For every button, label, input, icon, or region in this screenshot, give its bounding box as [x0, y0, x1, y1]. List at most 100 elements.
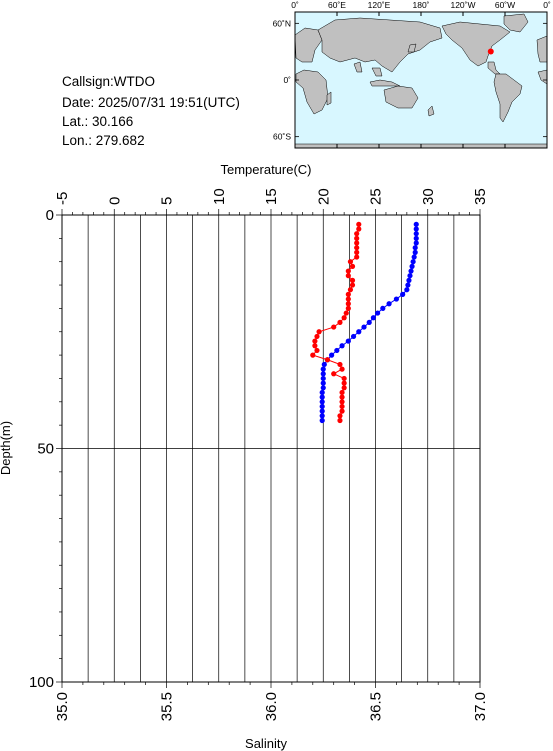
- salinity-point: [339, 389, 345, 396]
- salinity-point: [343, 310, 349, 316]
- salinity-point: [349, 277, 356, 283]
- temperature-point: [406, 277, 412, 283]
- temperature-tick-label: 10: [211, 188, 228, 205]
- temperature-tick-label: 15: [263, 188, 280, 205]
- salinity-point: [310, 352, 316, 358]
- temperature-point: [350, 333, 357, 340]
- depth-tick-label: 50: [37, 441, 54, 458]
- salinity-point: [345, 296, 351, 302]
- salinity-tick-label: 35.5: [159, 692, 176, 721]
- salinity-point: [354, 231, 360, 237]
- depth-tick-label: 100: [29, 674, 54, 691]
- temperature-point: [380, 305, 386, 311]
- salinity-point: [345, 301, 351, 307]
- temperature-point: [319, 399, 325, 405]
- temperature-point: [404, 287, 410, 293]
- salinity-point: [339, 394, 345, 400]
- salinity-point: [354, 254, 360, 260]
- salinity-point: [331, 324, 337, 330]
- temperature-tick-label: 0: [106, 197, 123, 205]
- temperature-tick-label: 25: [368, 188, 385, 205]
- salinity-point: [339, 408, 345, 414]
- temperature-point: [407, 273, 413, 279]
- salinity-point: [354, 245, 360, 251]
- temperature-point: [411, 254, 417, 260]
- salinity-point: [349, 282, 356, 288]
- top-axis-title: Temperature(C): [220, 162, 311, 177]
- temperature-point: [374, 310, 381, 316]
- temperature-point: [356, 329, 362, 335]
- temperature-point: [320, 380, 326, 386]
- series-layer: [310, 221, 419, 424]
- temperature-point: [319, 417, 325, 424]
- date-text: Date: 2025/07/31 19:51(UTC): [62, 95, 240, 110]
- map-lon-label: 180˚: [412, 0, 429, 10]
- salinity-point: [347, 287, 354, 293]
- salinity-point: [324, 357, 331, 363]
- temperature-point: [319, 394, 325, 400]
- map-lon-label: 120˚E: [368, 0, 391, 10]
- temperature-point: [393, 296, 399, 302]
- temperature-tick-label: 5: [159, 197, 176, 205]
- temperature-point: [320, 366, 326, 372]
- salinity-point: [354, 235, 360, 241]
- temperature-point: [413, 240, 419, 246]
- temperature-point: [413, 226, 419, 232]
- temperature-tick-label: -5: [54, 192, 71, 205]
- salinity-point: [314, 347, 320, 354]
- temperature-point: [413, 221, 419, 227]
- salinity-point: [339, 399, 345, 405]
- temperature-point: [413, 235, 419, 241]
- salinity-tick-label: 35.0: [54, 692, 71, 721]
- salinity-point: [345, 273, 351, 279]
- salinity-point: [341, 315, 347, 321]
- temperature-point: [319, 413, 325, 419]
- map-longitude-labels: 0˚ 60˚E 120˚E 180˚ 120˚W 60˚W 0˚: [291, 0, 551, 10]
- temperature-tick-label: 20: [315, 188, 332, 205]
- y-axis-title: Depth(m): [0, 421, 13, 475]
- station-marker: [487, 48, 494, 55]
- salinity-tick-label: 36.5: [368, 692, 385, 721]
- temperature-point: [361, 324, 367, 330]
- map-lon-label: 120˚W: [450, 0, 475, 10]
- salinity-point: [337, 417, 343, 424]
- location-map: 0˚ 60˚E 120˚E 180˚ 120˚W 60˚W 0˚ 60˚N0˚60˚S: [273, 0, 551, 149]
- temperature-point: [386, 301, 392, 307]
- salinity-point: [341, 375, 347, 382]
- map-lat-label: 0˚: [283, 75, 291, 85]
- temperature-point: [320, 375, 326, 382]
- salinity-point: [339, 366, 345, 372]
- temperature-point: [345, 338, 351, 344]
- salinity-tick-label: 36.0: [263, 692, 280, 721]
- map-lon-label: 60˚W: [495, 0, 515, 10]
- plot-frame: [61, 214, 481, 683]
- temperature-point: [329, 352, 335, 358]
- temperature-point: [319, 389, 325, 396]
- temperature-point: [319, 408, 325, 414]
- map-lat-label: 60˚N: [273, 18, 291, 28]
- map-lon-label: 0˚: [291, 0, 299, 10]
- temperature-point: [408, 268, 414, 274]
- temperature-point: [366, 319, 372, 326]
- salinity-point: [345, 291, 351, 297]
- salinity-point: [331, 371, 337, 377]
- temperature-point: [334, 347, 340, 354]
- map-lat-label: 60˚S: [273, 132, 291, 142]
- temperature-point: [412, 245, 418, 251]
- temperature-tick-label: 35: [472, 188, 489, 205]
- salinity-point: [354, 249, 360, 255]
- temperature-point: [405, 282, 411, 288]
- salinity-point: [312, 343, 318, 349]
- temperature-point: [400, 291, 406, 297]
- salinity-point: [341, 385, 347, 391]
- salinity-tick-label: 37.0: [472, 692, 489, 721]
- temperature-point: [321, 361, 327, 368]
- longitude-text: Lon.: 279.682: [62, 133, 145, 148]
- map-land: [294, 13, 548, 149]
- map-lon-label: 60˚E: [328, 0, 346, 10]
- temperature-point: [320, 371, 326, 377]
- salinity-point: [349, 263, 356, 269]
- salinity-point: [337, 413, 343, 419]
- temperature-point: [410, 259, 416, 265]
